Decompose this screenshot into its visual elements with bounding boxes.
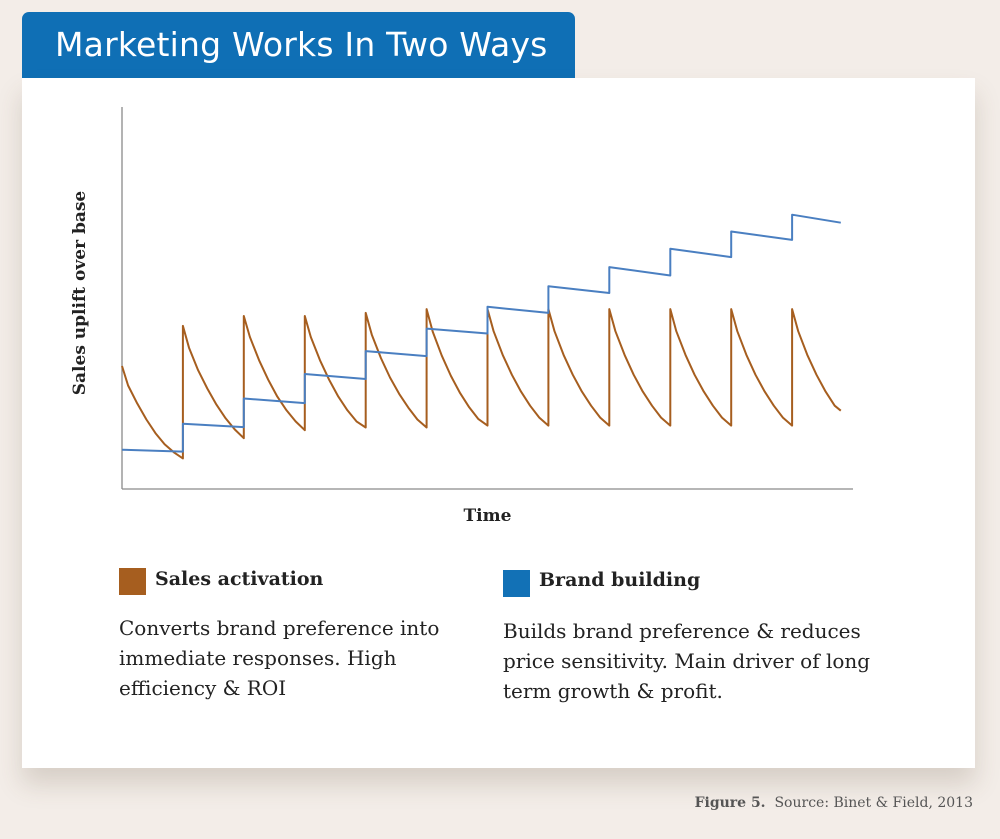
chart — [121, 107, 853, 490]
source-citation: Source: Binet & Field, 2013 — [774, 795, 973, 811]
figure-source: Figure 5. Source: Binet & Field, 2013 — [695, 795, 973, 811]
legend-description-sales-activation: Converts brand preference into immediate… — [119, 616, 440, 700]
series-line-sales-activation — [121, 308, 842, 460]
x-axis-label: Time — [463, 506, 512, 526]
page-title: Marketing Works In Two Ways — [22, 12, 575, 78]
y-axis-label: Sales uplift over base — [70, 190, 90, 396]
legend-label-brand-building: Brand building — [539, 569, 701, 591]
chart-axes — [121, 107, 853, 490]
figure-number: Figure 5. — [694, 795, 766, 811]
legend-description-brand-building: Builds brand preference & reduces price … — [503, 619, 871, 703]
legend-swatch-brand-building — [503, 570, 530, 597]
series-line-brand-building — [121, 213, 841, 453]
chart-card: Sales uplift over base Time Sales activa… — [22, 78, 975, 768]
legend-label-sales-activation: Sales activation — [155, 568, 324, 590]
chart-series — [121, 213, 842, 460]
legend-swatch-sales-activation — [119, 568, 146, 595]
